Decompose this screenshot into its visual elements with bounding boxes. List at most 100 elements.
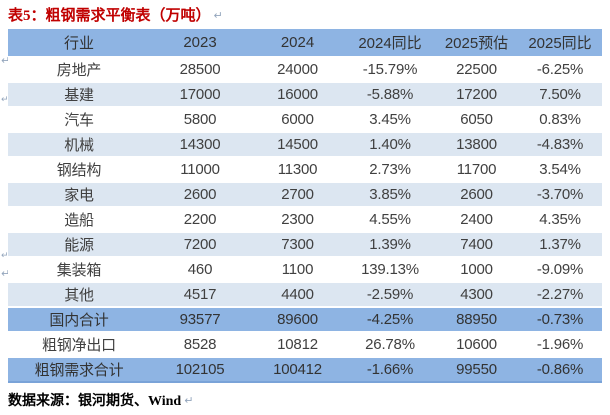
row-value: 3.45% (345, 107, 435, 132)
table-row: 国内合计 93577 89600 -4.25% 88950 -0.73% (8, 307, 602, 332)
row-value: -5.88% (345, 82, 435, 107)
row-value: 4400 (250, 282, 345, 307)
row-label: 能源 (8, 232, 150, 257)
row-value: 11300 (250, 157, 345, 182)
row-value: -4.83% (518, 132, 602, 157)
table-row: 粗钢需求合计 102105 100412 -1.66% 99550 -0.86% (8, 357, 602, 382)
row-value: -1.96% (518, 332, 602, 357)
row-value: 26.78% (345, 332, 435, 357)
row-value: 93577 (150, 307, 250, 332)
row-value: 1.40% (345, 132, 435, 157)
row-label: 粗钢需求合计 (8, 357, 150, 382)
row-value: -1.66% (345, 357, 435, 382)
paragraph-mark-icon: ↵ (213, 9, 223, 22)
row-label: 钢结构 (8, 157, 150, 182)
row-value: 460 (150, 257, 250, 282)
row-value: 88950 (435, 307, 518, 332)
row-label: 机械 (8, 132, 150, 157)
row-value: 2.73% (345, 157, 435, 182)
row-label: 汽车 (8, 107, 150, 132)
row-value: 11000 (150, 157, 250, 182)
row-value: 10600 (435, 332, 518, 357)
table-row: 房地产 28500 24000 -15.79% 22500 -6.25% (8, 57, 602, 82)
table-row: 基建 17000 16000 -5.88% 17200 7.50% (8, 82, 602, 107)
row-label: 粗钢净出口 (8, 332, 150, 357)
row-value: 1.37% (518, 232, 602, 257)
table-row: 能源 7200 7300 1.39% 7400 1.37% (8, 232, 602, 257)
row-value: 8528 (150, 332, 250, 357)
row-label: 家电 (8, 182, 150, 207)
column-header-2024: 2024 (250, 29, 345, 57)
table-body: 房地产 28500 24000 -15.79% 22500 -6.25% 基建 17000 16… (8, 57, 602, 382)
row-value: 16000 (250, 82, 345, 107)
paragraph-mark-icon: ↵ (184, 394, 194, 407)
row-value: 14500 (250, 132, 345, 157)
table-title: 表5：粗钢需求平衡表（万吨） ↵ (8, 4, 223, 25)
row-value: 89600 (250, 307, 345, 332)
paragraph-mark-icon: ↵ (1, 95, 9, 105)
row-value: 24000 (250, 57, 345, 82)
row-value: 3.54% (518, 157, 602, 182)
row-value: 4.35% (518, 207, 602, 232)
data-source-note: 数据来源：银河期货、Wind ↵ (8, 390, 193, 410)
steel-demand-balance-table: 行业 2023 2024 2024同比 2025预估 2025同比 房地产 285… (8, 29, 602, 383)
row-value: 17000 (150, 82, 250, 107)
row-value: 22500 (435, 57, 518, 82)
table-header: 行业 2023 2024 2024同比 2025预估 2025同比 (8, 29, 602, 57)
table-row: 汽车 5800 6000 3.45% 6050 0.83% (8, 107, 602, 132)
row-label: 其他 (8, 282, 150, 307)
column-header-2023: 2023 (150, 29, 250, 57)
row-value: 6000 (250, 107, 345, 132)
table-row: 粗钢净出口 8528 10812 26.78% 10600 -1.96% (8, 332, 602, 357)
table-row: 机械 14300 14500 1.40% 13800 -4.83% (8, 132, 602, 157)
row-value: 4300 (435, 282, 518, 307)
row-value: 10812 (250, 332, 345, 357)
row-value: 17200 (435, 82, 518, 107)
row-value: 139.13% (345, 257, 435, 282)
table-row: 其他 4517 4400 -2.59% 4300 -2.27% (8, 282, 602, 307)
row-value: 2600 (150, 182, 250, 207)
column-header-2024-yoy: 2024同比 (345, 29, 435, 57)
row-value: 5800 (150, 107, 250, 132)
row-value: 4517 (150, 282, 250, 307)
row-value: -3.70% (518, 182, 602, 207)
row-value: 7.50% (518, 82, 602, 107)
table-header-row: 行业 2023 2024 2024同比 2025预估 2025同比 (8, 29, 602, 57)
row-value: 7200 (150, 232, 250, 257)
row-value: 1.39% (345, 232, 435, 257)
row-value: 1100 (250, 257, 345, 282)
row-value: 2400 (435, 207, 518, 232)
row-value: 1000 (435, 257, 518, 282)
paragraph-mark-icon: ↵ (1, 251, 9, 261)
row-value: -0.86% (518, 357, 602, 382)
row-value: -0.73% (518, 307, 602, 332)
row-value: 6050 (435, 107, 518, 132)
table-title-text: 表5：粗钢需求平衡表（万吨） (8, 8, 211, 24)
table-row: 集装箱 460 1100 139.13% 1000 -9.09% (8, 257, 602, 282)
row-value: -4.25% (345, 307, 435, 332)
row-value: -2.27% (518, 282, 602, 307)
row-label: 造船 (8, 207, 150, 232)
row-value: 2600 (435, 182, 518, 207)
row-value: -6.25% (518, 57, 602, 82)
row-value: 2300 (250, 207, 345, 232)
row-label: 国内合计 (8, 307, 150, 332)
column-header-2025-yoy: 2025同比 (518, 29, 602, 57)
row-label: 集装箱 (8, 257, 150, 282)
row-value: 4.55% (345, 207, 435, 232)
row-value: -15.79% (345, 57, 435, 82)
table-row: 家电 2600 2700 3.85% 2600 -3.70% (8, 182, 602, 207)
row-value: 2700 (250, 182, 345, 207)
row-value: 13800 (435, 132, 518, 157)
row-label: 房地产 (8, 57, 150, 82)
row-value: 102105 (150, 357, 250, 382)
table-row: 钢结构 11000 11300 2.73% 11700 3.54% (8, 157, 602, 182)
row-value: 0.83% (518, 107, 602, 132)
row-value: -2.59% (345, 282, 435, 307)
row-value: -9.09% (518, 257, 602, 282)
row-value: 100412 (250, 357, 345, 382)
row-value: 2200 (150, 207, 250, 232)
table-row: 造船 2200 2300 4.55% 2400 4.35% (8, 207, 602, 232)
data-source-text: 数据来源：银河期货、Wind (8, 394, 182, 409)
